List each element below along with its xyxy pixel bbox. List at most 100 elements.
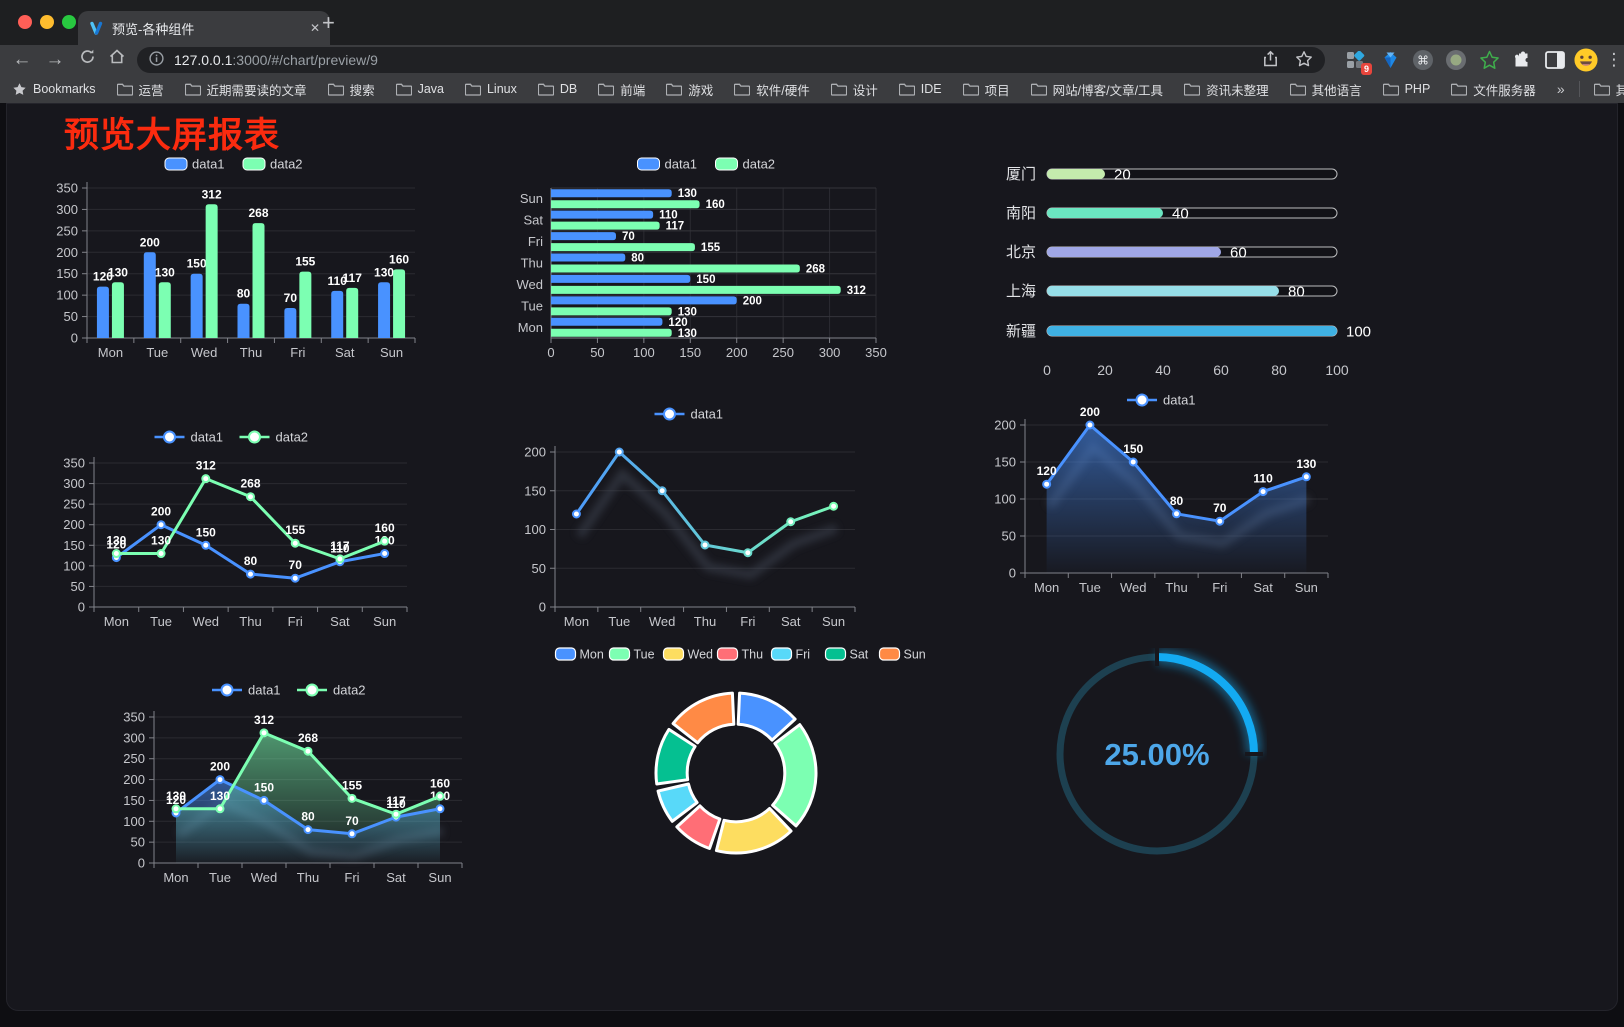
page-title: 预览大屏报表 xyxy=(64,116,281,155)
svg-text:200: 200 xyxy=(140,235,160,249)
folder-icon xyxy=(666,83,683,96)
svg-text:117: 117 xyxy=(666,221,685,233)
svg-text:Sat: Sat xyxy=(1253,580,1273,595)
bookmark-folder-item[interactable]: IDE xyxy=(898,82,942,96)
bookmark-folder-item[interactable]: 资讯未整理 xyxy=(1184,80,1269,99)
svg-text:Sat: Sat xyxy=(386,870,406,885)
svg-text:312: 312 xyxy=(202,187,222,201)
svg-text:20: 20 xyxy=(1114,167,1131,184)
bookmarks-overflow-chevron[interactable]: » xyxy=(1556,81,1565,97)
bookmark-star-icon[interactable] xyxy=(1295,50,1313,71)
svg-text:厦门: 厦门 xyxy=(1006,166,1036,183)
browser-tab[interactable]: 预览-各种组件 ✕ xyxy=(78,11,330,45)
reload-icon[interactable] xyxy=(74,48,100,72)
svg-text:120: 120 xyxy=(93,270,113,284)
svg-text:Fri: Fri xyxy=(796,648,811,662)
bookmark-folder-item[interactable]: 运营 xyxy=(116,80,164,99)
extension-dot-icon[interactable] xyxy=(1444,48,1468,72)
bookmark-folder-item[interactable]: 其他语言 xyxy=(1289,80,1362,99)
bookmark-folder-item[interactable]: 搜索 xyxy=(327,80,375,99)
svg-text:200: 200 xyxy=(524,445,546,460)
svg-text:130: 130 xyxy=(678,328,697,340)
svg-text:60: 60 xyxy=(1213,362,1229,378)
back-icon[interactable]: ← xyxy=(12,49,32,70)
svg-text:110: 110 xyxy=(328,274,348,288)
svg-text:200: 200 xyxy=(994,418,1016,433)
svg-text:130: 130 xyxy=(210,789,230,803)
svg-text:Thu: Thu xyxy=(1165,580,1187,595)
bookmark-folder-item[interactable]: Java xyxy=(395,82,444,96)
svg-text:0: 0 xyxy=(78,600,85,615)
svg-text:Fri: Fri xyxy=(290,345,305,360)
minimize-window-button[interactable] xyxy=(40,15,54,29)
bookmark-folder-item[interactable]: DB xyxy=(537,82,577,96)
svg-text:Wed: Wed xyxy=(193,614,220,629)
extension-grid-icon[interactable]: 9 xyxy=(1343,48,1372,75)
bookmark-folder-item[interactable]: 文件服务器 xyxy=(1451,80,1536,99)
extensions-puzzle-icon[interactable] xyxy=(1510,48,1534,72)
site-info-icon[interactable] xyxy=(149,51,164,69)
svg-text:Sun: Sun xyxy=(822,614,845,629)
svg-text:Thu: Thu xyxy=(694,614,716,629)
svg-text:130: 130 xyxy=(1296,457,1316,471)
svg-text:50: 50 xyxy=(64,309,78,324)
svg-text:350: 350 xyxy=(865,345,887,360)
bookmark-folder-item[interactable]: PHP xyxy=(1382,82,1430,96)
chart-line-dual: 0 50 100 150 200 250 300 350 Mon Tue Wed Thu Fri Sat S… xyxy=(50,425,415,635)
svg-text:100: 100 xyxy=(633,345,655,360)
other-bookmarks-folder[interactable]: 其他书签 xyxy=(1593,80,1624,99)
svg-text:110: 110 xyxy=(330,542,350,556)
bookmark-folder-item[interactable]: 项目 xyxy=(962,80,1010,99)
extension-command-icon[interactable]: ⌘ xyxy=(1411,48,1435,72)
svg-text:350: 350 xyxy=(123,710,145,725)
folder-icon xyxy=(898,83,915,96)
bookmark-folder-item[interactable]: 网站/博客/文章/工具 xyxy=(1030,80,1163,99)
svg-text:⌘: ⌘ xyxy=(1417,54,1429,68)
sidebar-panel-icon[interactable] xyxy=(1543,48,1567,72)
close-window-button[interactable] xyxy=(18,15,32,29)
bookmark-folder-item[interactable]: 游戏 xyxy=(666,80,713,99)
svg-text:200: 200 xyxy=(1080,405,1100,419)
svg-text:Sat: Sat xyxy=(523,213,543,228)
new-tab-button[interactable]: + xyxy=(322,10,335,35)
bookmarks-star-item[interactable]: Bookmarks xyxy=(12,82,96,97)
svg-text:150: 150 xyxy=(696,274,715,286)
profile-avatar[interactable] xyxy=(1574,48,1598,72)
extension-star-icon[interactable] xyxy=(1477,48,1501,72)
svg-text:Tue: Tue xyxy=(146,345,168,360)
svg-text:110: 110 xyxy=(386,797,406,811)
svg-text:Thu: Thu xyxy=(239,614,261,629)
svg-text:70: 70 xyxy=(345,814,359,828)
svg-text:新疆: 新疆 xyxy=(1006,323,1036,340)
extension-badge: 9 xyxy=(1360,63,1372,75)
forward-icon[interactable]: → xyxy=(45,49,65,70)
bookmark-folder-item[interactable]: Linux xyxy=(464,82,517,96)
home-icon[interactable] xyxy=(104,48,130,72)
extension-gem-icon[interactable] xyxy=(1378,48,1402,72)
svg-text:0: 0 xyxy=(1043,362,1051,378)
folder-icon xyxy=(1030,83,1047,96)
bookmark-folder-item[interactable]: 软件/硬件 xyxy=(734,80,810,99)
svg-text:160: 160 xyxy=(706,199,725,211)
menu-kebab-icon[interactable]: ⋮ xyxy=(1605,50,1623,69)
svg-text:上海: 上海 xyxy=(1006,283,1036,300)
share-icon[interactable] xyxy=(1262,50,1279,71)
svg-text:Tue: Tue xyxy=(150,614,172,629)
svg-text:data2: data2 xyxy=(743,157,776,172)
svg-text:155: 155 xyxy=(342,778,362,792)
zoom-window-button[interactable] xyxy=(62,15,76,29)
bookmark-folder-item[interactable]: 前端 xyxy=(598,80,645,99)
url-bar[interactable]: 127.0.0.1:3000/#/chart/preview/9 xyxy=(137,47,1325,73)
bookmark-folder-item[interactable]: 设计 xyxy=(830,80,878,99)
svg-text:200: 200 xyxy=(151,505,171,519)
svg-text:Wed: Wed xyxy=(191,345,218,360)
url-path: :3000/#/chart/preview/9 xyxy=(232,52,378,68)
svg-text:250: 250 xyxy=(56,223,78,238)
svg-text:Fri: Fri xyxy=(288,614,303,629)
tab-close-icon[interactable]: ✕ xyxy=(309,21,320,35)
bookmark-folder-item[interactable]: 近期需要读的文章 xyxy=(184,80,307,99)
svg-text:200: 200 xyxy=(56,245,78,260)
folder-icon xyxy=(1593,83,1610,96)
svg-text:Sat: Sat xyxy=(330,614,350,629)
svg-text:50: 50 xyxy=(590,345,604,360)
